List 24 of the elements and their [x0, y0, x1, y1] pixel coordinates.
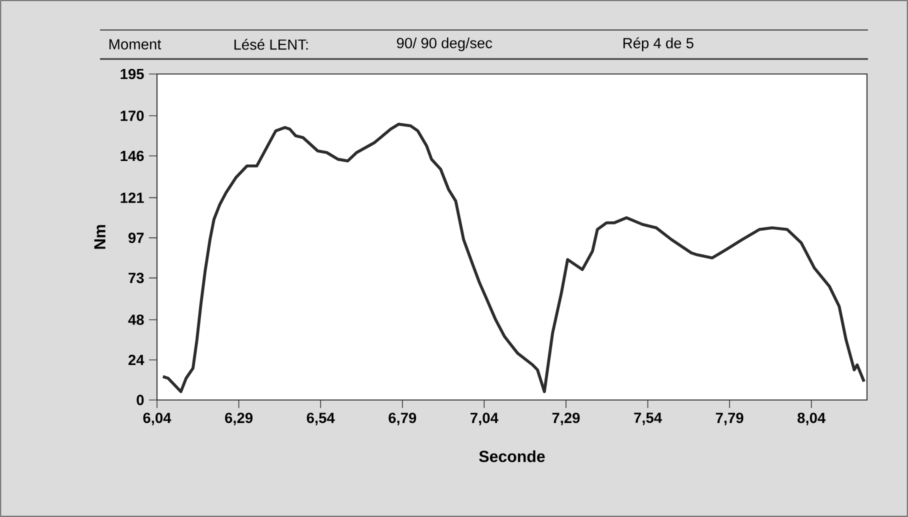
x-tick-label: 7,54 — [634, 412, 662, 426]
x-tick-label: 6,54 — [306, 412, 335, 426]
y-tick-label: 146 — [120, 150, 144, 162]
y-tick-label: 24 — [128, 354, 144, 365]
y-tick-label: 48 — [128, 314, 144, 325]
x-tick-label: 6,04 — [143, 412, 172, 426]
x-tick-label: 8,04 — [798, 412, 826, 426]
y-tick-label: 73 — [128, 272, 144, 284]
y-tick-label: 195 — [120, 68, 144, 80]
text: 90/ 90 deg/sec — [396, 37, 492, 52]
y-tick-label: 170 — [120, 110, 144, 121]
x-tick-label: 7,79 — [716, 412, 744, 426]
x-tick-label: 6,29 — [225, 412, 253, 426]
y-tick-label: 0 — [136, 394, 144, 406]
x-tick-label: 7,04 — [470, 412, 498, 426]
y-tick-label: 121 — [120, 192, 144, 203]
y-tick-label: 97 — [128, 232, 144, 244]
y-axis-title: Nm — [94, 225, 106, 249]
text: Rép 4 de 5 — [623, 37, 694, 52]
x-tick-label: 7,29 — [552, 412, 580, 426]
text: Moment — [109, 39, 162, 50]
x-tick-label: 6,79 — [388, 412, 416, 426]
text: Lésé LENT: — [234, 38, 308, 50]
x-axis-title: Seconde — [479, 450, 545, 462]
